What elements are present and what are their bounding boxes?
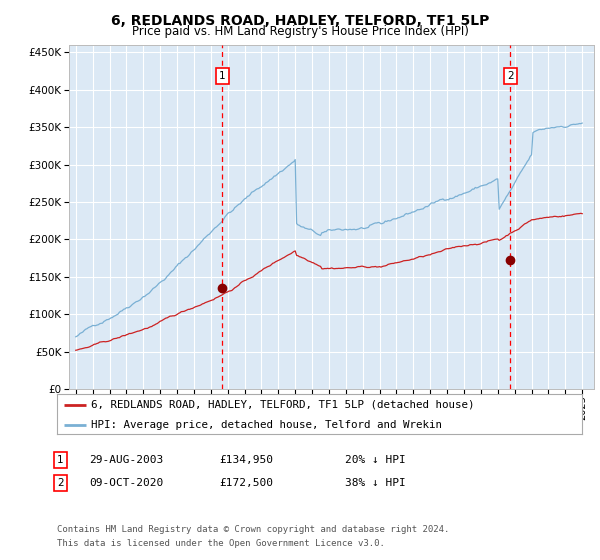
Text: 2: 2 [57,478,64,488]
Text: 2: 2 [507,71,514,81]
Text: 6, REDLANDS ROAD, HADLEY, TELFORD, TF1 5LP: 6, REDLANDS ROAD, HADLEY, TELFORD, TF1 5… [111,14,489,28]
Text: 20% ↓ HPI: 20% ↓ HPI [345,455,406,465]
Text: 1: 1 [219,71,226,81]
Text: Contains HM Land Registry data © Crown copyright and database right 2024.: Contains HM Land Registry data © Crown c… [57,525,449,534]
Text: 1: 1 [57,455,64,465]
Text: 09-OCT-2020: 09-OCT-2020 [89,478,163,488]
Text: This data is licensed under the Open Government Licence v3.0.: This data is licensed under the Open Gov… [57,539,385,548]
Text: £172,500: £172,500 [219,478,273,488]
Text: 38% ↓ HPI: 38% ↓ HPI [345,478,406,488]
Text: HPI: Average price, detached house, Telford and Wrekin: HPI: Average price, detached house, Telf… [91,420,442,430]
Text: Price paid vs. HM Land Registry's House Price Index (HPI): Price paid vs. HM Land Registry's House … [131,25,469,38]
Text: £134,950: £134,950 [219,455,273,465]
Text: 29-AUG-2003: 29-AUG-2003 [89,455,163,465]
Text: 6, REDLANDS ROAD, HADLEY, TELFORD, TF1 5LP (detached house): 6, REDLANDS ROAD, HADLEY, TELFORD, TF1 5… [91,400,475,410]
